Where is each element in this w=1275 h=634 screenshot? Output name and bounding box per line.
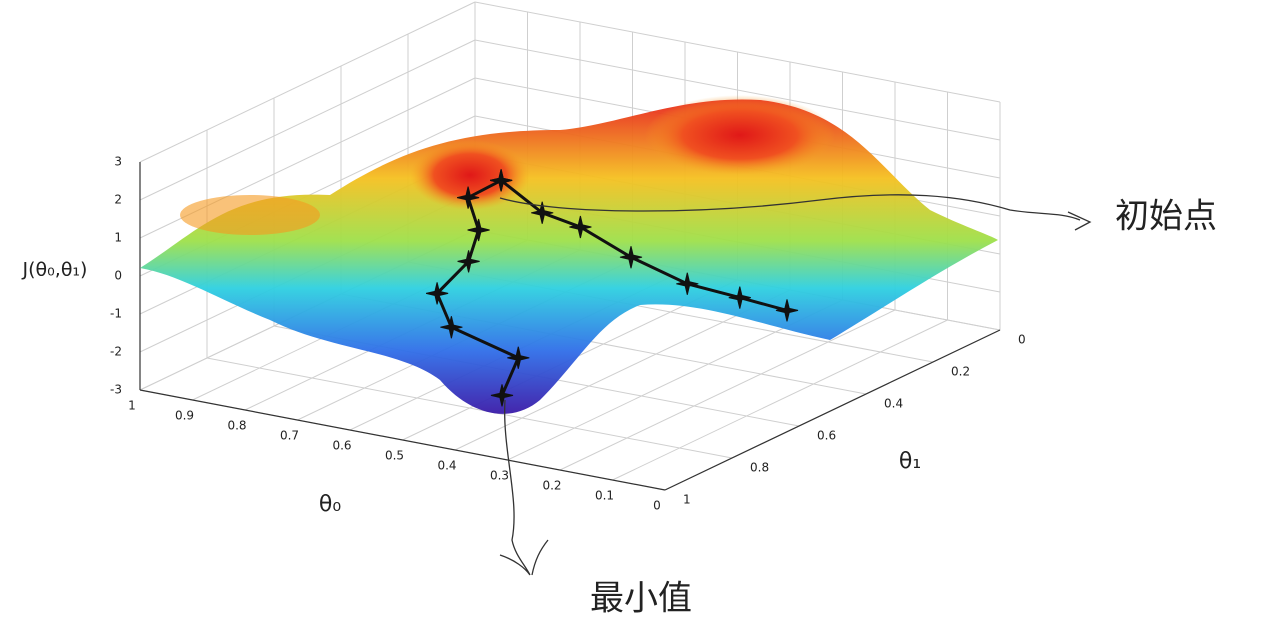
y-tick-label: 0.8 xyxy=(750,461,769,475)
y-tick-label: 1 xyxy=(683,493,691,507)
axis-line xyxy=(664,329,1001,491)
y-tick-label: 0.6 xyxy=(817,429,836,443)
z-tick-label: 1 xyxy=(114,231,122,245)
annotation: 最小值 xyxy=(590,579,692,619)
x-tick-label: 0.7 xyxy=(280,429,299,443)
x-tick-label: 0 xyxy=(653,499,661,513)
descent-marker xyxy=(676,272,699,295)
descent-marker xyxy=(457,250,480,273)
surface-ridge xyxy=(180,195,320,235)
descent-marker xyxy=(440,316,463,339)
y-axis-label: θ₁ xyxy=(899,449,921,474)
x-tick-label: 0.2 xyxy=(542,479,561,493)
x-axis-label: θ₀ xyxy=(319,492,341,517)
x-tick-label: 0.4 xyxy=(437,459,456,473)
z-tick-label: 2 xyxy=(114,193,122,207)
x-tick-label: 0.8 xyxy=(227,419,246,433)
grid-line xyxy=(206,357,733,459)
y-tick-label: 0.2 xyxy=(951,365,970,379)
x-tick-label: 0.6 xyxy=(332,439,351,453)
descent-marker xyxy=(489,169,513,192)
z-tick-label: -1 xyxy=(110,307,122,321)
descent-marker xyxy=(507,346,530,369)
descent-marker xyxy=(490,384,514,407)
grid-line xyxy=(474,39,1001,141)
descent-marker xyxy=(569,215,592,239)
descent-marker xyxy=(467,218,490,242)
surface-peak xyxy=(645,95,835,175)
x-tick-label: 0.1 xyxy=(595,489,614,503)
descent-marker xyxy=(456,186,480,209)
z-tick-label: 0 xyxy=(114,269,122,283)
axis-line xyxy=(139,389,666,491)
descent-marker xyxy=(425,282,449,305)
arrow-min xyxy=(499,399,549,576)
descent-marker xyxy=(728,286,751,309)
x-tick-label: 1 xyxy=(128,399,136,413)
z-tick-label: 3 xyxy=(114,155,122,169)
descent-marker xyxy=(619,246,643,269)
grid-line xyxy=(474,1,1001,103)
descent-paths xyxy=(425,169,799,407)
grid-line xyxy=(612,319,948,481)
surface xyxy=(140,95,998,414)
grid-line xyxy=(559,309,896,471)
x-tick-label: 0.9 xyxy=(175,409,194,423)
z-tick-label: -3 xyxy=(110,383,122,397)
x-tick-label: 0.5 xyxy=(385,449,404,463)
y-tick-label: 0 xyxy=(1018,333,1026,347)
descent-marker xyxy=(531,201,554,224)
grid-line xyxy=(454,289,791,451)
surface-peak xyxy=(410,140,530,210)
y-tick-label: 0.4 xyxy=(884,397,903,411)
surface-body xyxy=(140,99,998,414)
annotation: 初始点 xyxy=(1115,197,1217,237)
descent-marker xyxy=(775,299,799,322)
arrow-start xyxy=(499,194,1092,231)
z-axis-label: J(θ₀,θ₁) xyxy=(22,259,88,281)
x-tick-label: 0.3 xyxy=(490,469,509,483)
grid-line xyxy=(139,1,476,163)
grid-line xyxy=(139,39,476,201)
z-tick-label: -2 xyxy=(110,345,122,359)
